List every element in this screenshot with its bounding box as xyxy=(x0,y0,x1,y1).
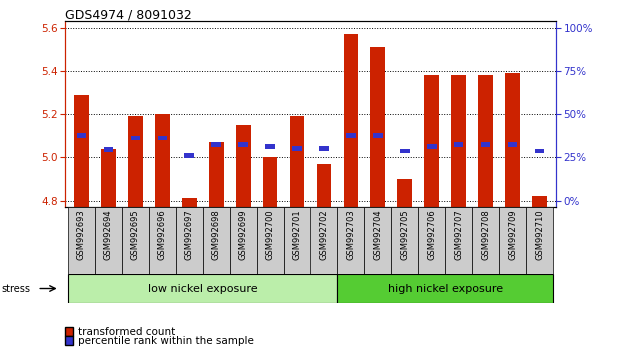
Bar xyxy=(263,158,278,207)
Bar xyxy=(445,207,472,274)
Bar xyxy=(95,207,122,274)
Bar xyxy=(347,133,356,138)
Bar xyxy=(176,207,202,274)
Bar xyxy=(391,207,419,274)
Text: GSM992696: GSM992696 xyxy=(158,209,167,260)
Bar xyxy=(454,142,463,147)
Text: high nickel exposure: high nickel exposure xyxy=(388,284,503,293)
Text: GSM992704: GSM992704 xyxy=(373,209,383,260)
Bar xyxy=(130,136,140,140)
Text: GSM992700: GSM992700 xyxy=(266,209,274,260)
Text: percentile rank within the sample: percentile rank within the sample xyxy=(78,336,253,346)
Text: GSM992701: GSM992701 xyxy=(292,209,302,260)
Bar xyxy=(256,207,284,274)
Text: GSM992706: GSM992706 xyxy=(427,209,437,260)
Bar xyxy=(532,196,547,207)
Bar xyxy=(319,146,329,151)
Text: GSM992693: GSM992693 xyxy=(77,209,86,260)
Bar xyxy=(499,207,526,274)
Bar xyxy=(535,149,545,153)
Text: GSM992697: GSM992697 xyxy=(184,209,194,260)
Bar xyxy=(371,47,385,207)
Bar xyxy=(284,207,310,274)
Text: GSM992710: GSM992710 xyxy=(535,209,544,260)
Bar xyxy=(451,75,466,207)
Bar xyxy=(365,207,391,274)
Bar xyxy=(265,144,274,149)
Bar xyxy=(211,142,221,147)
Text: GSM992702: GSM992702 xyxy=(319,209,329,260)
Bar xyxy=(508,142,517,147)
Bar xyxy=(289,116,304,207)
Bar xyxy=(236,125,250,207)
Text: GSM992708: GSM992708 xyxy=(481,209,490,260)
Text: low nickel exposure: low nickel exposure xyxy=(148,284,258,293)
Bar xyxy=(526,207,553,274)
Bar xyxy=(238,142,248,147)
Bar xyxy=(317,164,332,207)
Bar xyxy=(155,114,170,207)
Bar xyxy=(337,274,553,303)
Bar xyxy=(68,207,95,274)
Bar xyxy=(424,75,439,207)
Text: GSM992698: GSM992698 xyxy=(212,209,220,260)
Bar xyxy=(149,207,176,274)
Bar xyxy=(292,146,302,151)
Text: GSM992695: GSM992695 xyxy=(131,209,140,260)
Text: GSM992694: GSM992694 xyxy=(104,209,113,260)
Bar xyxy=(104,148,113,152)
Bar xyxy=(427,144,437,149)
Text: GDS4974 / 8091032: GDS4974 / 8091032 xyxy=(65,9,192,22)
Text: GSM992705: GSM992705 xyxy=(401,209,409,260)
Bar xyxy=(76,133,86,138)
Text: GSM992703: GSM992703 xyxy=(347,209,355,260)
Bar xyxy=(158,136,167,140)
Text: GSM992707: GSM992707 xyxy=(454,209,463,260)
Bar xyxy=(128,116,143,207)
Bar xyxy=(68,274,337,303)
Bar xyxy=(230,207,256,274)
Bar xyxy=(101,149,116,207)
Bar xyxy=(310,207,337,274)
Bar xyxy=(478,75,493,207)
Bar xyxy=(400,149,410,153)
Text: stress: stress xyxy=(2,284,31,293)
Bar xyxy=(202,207,230,274)
Text: GSM992709: GSM992709 xyxy=(508,209,517,260)
Bar xyxy=(209,142,224,207)
Bar xyxy=(505,73,520,207)
Bar xyxy=(373,133,383,138)
Bar xyxy=(397,179,412,207)
Text: GSM992699: GSM992699 xyxy=(238,209,248,260)
Bar xyxy=(184,153,194,158)
Bar xyxy=(419,207,445,274)
Text: transformed count: transformed count xyxy=(78,327,175,337)
Bar xyxy=(122,207,149,274)
Bar xyxy=(343,34,358,207)
Bar xyxy=(74,95,89,207)
Bar xyxy=(337,207,365,274)
Bar xyxy=(481,142,491,147)
Bar xyxy=(472,207,499,274)
Bar xyxy=(182,199,197,207)
